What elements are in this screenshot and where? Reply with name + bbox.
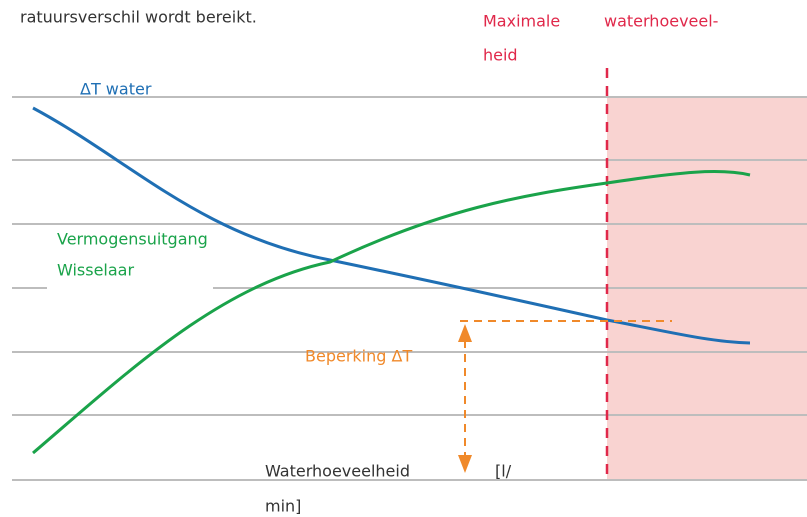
power-curve — [32, 170, 751, 455]
power-label: Vermogensuitgang — [57, 230, 208, 249]
delta-t-curve — [32, 106, 751, 345]
limit-label: Beperking ΔT — [305, 347, 412, 366]
max-label: heid — [483, 46, 518, 65]
intro-text: ratuursverschil wordt bereikt. — [20, 8, 257, 27]
x-label: [l/ — [495, 462, 512, 481]
delta-t-label: ΔT water — [80, 80, 152, 99]
label-gap — [47, 285, 213, 291]
power-label: Wisselaar — [57, 261, 134, 280]
max-label: Maximale — [483, 12, 560, 31]
x-label: Waterhoeveelheid — [265, 462, 410, 481]
max-label: waterhoeveel- — [604, 12, 718, 31]
arrow-head — [458, 324, 472, 342]
x-label: min] — [265, 497, 301, 516]
arrow-head — [458, 455, 472, 473]
